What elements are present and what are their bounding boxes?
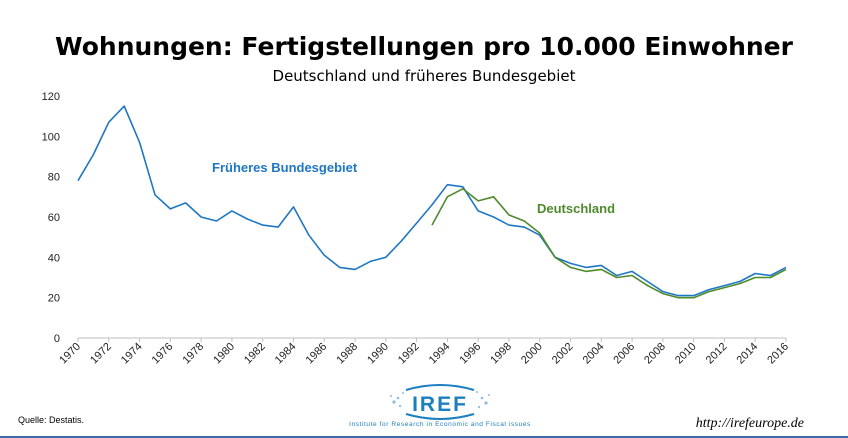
x-tick-label: 2000	[519, 341, 545, 367]
x-tick-label: 2004	[581, 341, 607, 367]
logo-subtext: Institute for Research in Economic and F…	[349, 421, 531, 428]
x-tick-label: 1996	[457, 341, 483, 367]
x-tick-label: 1988	[334, 341, 360, 367]
x-tick-label: 1972	[88, 341, 114, 367]
series-line-germany	[431, 188, 787, 299]
x-tick-label: 1990	[365, 341, 391, 367]
series-label-west: Früheres Bundesgebiet	[212, 160, 358, 175]
bottom-rule	[0, 436, 848, 438]
x-tick-label: 1992	[396, 341, 422, 367]
x-tick-label: 1986	[304, 341, 330, 367]
y-tick-label: 120	[42, 91, 60, 103]
series-line-west	[77, 105, 787, 297]
y-tick-label: 0	[54, 333, 60, 345]
iref-logo: IREF Institute for Research in Economic …	[310, 384, 570, 434]
x-tick-label: 2010	[673, 341, 699, 367]
y-tick-label: 20	[48, 293, 60, 305]
x-tick-label: 2014	[735, 341, 761, 367]
svg-text:IREF: IREF	[412, 393, 468, 416]
x-tick-label: 1982	[242, 341, 268, 367]
x-tick-label: 1980	[211, 341, 237, 367]
x-tick-label: 2012	[704, 341, 730, 367]
series-label-germany: Deutschland	[537, 201, 615, 216]
x-tick-label: 2006	[611, 341, 637, 367]
x-tick-label: 2016	[765, 341, 791, 367]
x-tick-label: 1998	[488, 341, 514, 367]
source-note: Quelle: Destatis.	[18, 415, 85, 425]
x-tick-label: 1984	[273, 341, 299, 367]
x-tick-label: 1978	[180, 341, 206, 367]
chart-title: Wohnungen: Fertigstellungen pro 10.000 E…	[55, 32, 793, 61]
y-tick-label: 40	[48, 252, 60, 264]
x-tick-label: 1974	[119, 341, 145, 367]
x-tick-label: 2008	[642, 341, 668, 367]
y-tick-label: 100	[42, 131, 60, 143]
x-tick-label: 1994	[427, 341, 453, 367]
x-tick-label: 1976	[150, 341, 176, 367]
x-tick-label: 2002	[550, 341, 576, 367]
x-tick-label: 1970	[57, 341, 83, 367]
website-url[interactable]: http://irefeurope.de	[695, 416, 804, 431]
y-tick-label: 60	[48, 212, 60, 224]
y-tick-label: 80	[48, 172, 60, 184]
chart-subtitle: Deutschland und früheres Bundesgebiet	[272, 67, 576, 85]
